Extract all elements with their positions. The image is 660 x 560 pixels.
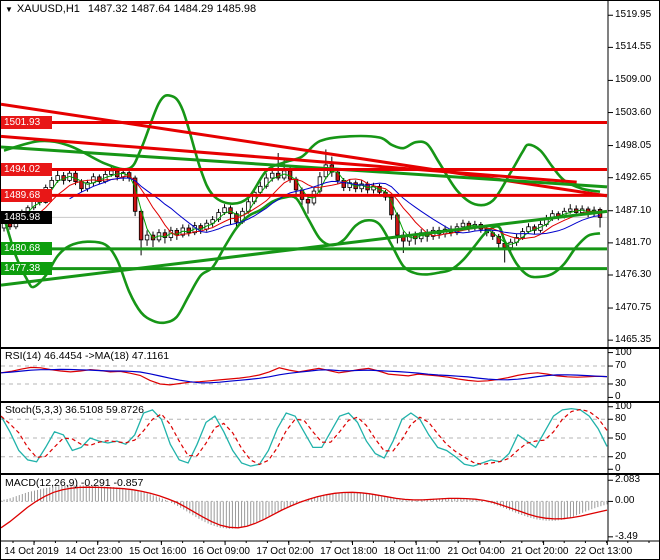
price-tick-label: 1481.70 xyxy=(615,236,652,248)
candle-body xyxy=(174,229,180,236)
stoch-scale-label: 20 xyxy=(615,450,627,462)
time-tick-label: 14 Oct 2019 xyxy=(4,546,59,557)
stoch-scale-label: 50 xyxy=(615,432,627,443)
candle-body xyxy=(270,172,275,179)
candle-body xyxy=(258,185,263,193)
candle-body xyxy=(138,210,144,241)
candle-body xyxy=(49,179,54,188)
price-badge-support: 1480.68 xyxy=(1,242,52,256)
macd-scale-label: 0.00 xyxy=(615,495,635,507)
ohlc-values: 1487.32 1487.64 1484.29 1485.98 xyxy=(87,3,257,15)
rsi-pane-label: RSI(14) 46.4454 ->MA(18) 47.1161 xyxy=(5,350,170,362)
price-tick-label: 1492.65 xyxy=(615,171,652,183)
price-badge-resistance: 1489.68 xyxy=(1,188,52,202)
price-tick-label: 1519.95 xyxy=(615,9,652,21)
time-tick-label: 21 Oct 20:00 xyxy=(511,546,569,557)
macd-histogram xyxy=(1,485,608,529)
price-tick-label: 1470.75 xyxy=(615,302,652,314)
stoch-pane-label: Stoch(5,3,3) 36.5108 59.8726 xyxy=(5,404,144,416)
price-tick-label: 1503.60 xyxy=(615,106,652,118)
trendline-descending-channel-green[interactable] xyxy=(1,145,608,189)
bollinger-lower-band[interactable] xyxy=(2,195,601,325)
stoch-d-line xyxy=(1,408,608,466)
candle-body xyxy=(305,199,311,204)
candle-body xyxy=(210,219,215,224)
price-badge-resistance: 1501.93 xyxy=(1,115,52,129)
chart-title: ▼ XAUUSD,H1 1487.32 1487.64 1484.29 1485.9… xyxy=(5,3,256,15)
price-tick-label: 1514.55 xyxy=(615,41,652,53)
candle-body xyxy=(460,222,466,228)
rsi-scale-label: 30 xyxy=(615,377,627,389)
price-badge-current: 1485.98 xyxy=(1,210,52,224)
trendline-ascending-support-green[interactable] xyxy=(1,209,608,287)
time-tick-label: 17 Oct 18:00 xyxy=(320,546,378,557)
price-badge-support: 1477.38 xyxy=(1,262,52,276)
candle-body xyxy=(216,212,221,221)
bollinger-upper-band[interactable] xyxy=(3,93,601,207)
candle-body xyxy=(144,234,150,241)
macd-scale-label: -3.49 xyxy=(615,530,638,542)
time-tick-label: 17 Oct 02:00 xyxy=(256,546,314,557)
candle-body xyxy=(222,207,227,213)
candle-body xyxy=(73,172,78,182)
stoch-scale-label: 100 xyxy=(615,400,632,412)
chevron-down-icon[interactable]: ▼ xyxy=(5,5,13,14)
candle-body xyxy=(287,170,293,180)
candle-body xyxy=(55,175,60,181)
macd-scale-label: 2.083 xyxy=(615,474,641,486)
time-tick-label: 14 Oct 23:00 xyxy=(65,546,123,557)
candle-body xyxy=(568,208,573,212)
ma-mid-line xyxy=(39,175,601,240)
time-tick-label: 15 Oct 16:00 xyxy=(129,546,187,557)
ma-fast-line xyxy=(15,170,601,245)
candle-body xyxy=(228,207,233,215)
price-tick-label: 1498.05 xyxy=(615,139,652,151)
time-tick-label: 21 Oct 04:00 xyxy=(447,546,505,557)
time-tick-label: 16 Oct 09:00 xyxy=(192,546,250,557)
rsi-scale-label: 0 xyxy=(615,391,621,403)
time-tick-label: 22 Oct 13:00 xyxy=(574,546,633,557)
candle-body xyxy=(109,170,114,175)
symbol-period-label: XAUUSD,H1 xyxy=(16,3,80,15)
price-tick-label: 1476.30 xyxy=(615,268,652,280)
candle-body xyxy=(85,182,90,190)
stoch-k-line xyxy=(1,407,608,467)
ma-slow-line xyxy=(69,177,601,235)
rsi-ma-line xyxy=(1,368,608,384)
price-tick-label: 1509.00 xyxy=(615,74,652,86)
candle-body xyxy=(496,235,501,244)
candle-body xyxy=(526,226,531,232)
rsi-scale-label: 100 xyxy=(615,346,632,358)
macd-pane-label: MACD(12,26,9) -0.291 -0.857 xyxy=(5,477,144,489)
candle-body xyxy=(162,232,168,238)
candle-body xyxy=(508,241,513,249)
candle-body xyxy=(79,181,84,190)
price-badge-resistance: 1494.02 xyxy=(1,163,52,177)
price-tick-label: 1465.35 xyxy=(615,334,652,346)
rsi-scale-label: 70 xyxy=(615,360,627,372)
price-tick-label: 1487.10 xyxy=(615,204,652,216)
time-tick-label: 18 Oct 11:00 xyxy=(383,546,441,557)
macd-signal-line xyxy=(1,486,608,529)
trendline-descending-resistance-2[interactable] xyxy=(1,134,577,184)
candle-body xyxy=(186,227,191,234)
stoch-scale-label: 80 xyxy=(615,413,627,425)
stoch-scale-label: 0 xyxy=(615,463,621,475)
